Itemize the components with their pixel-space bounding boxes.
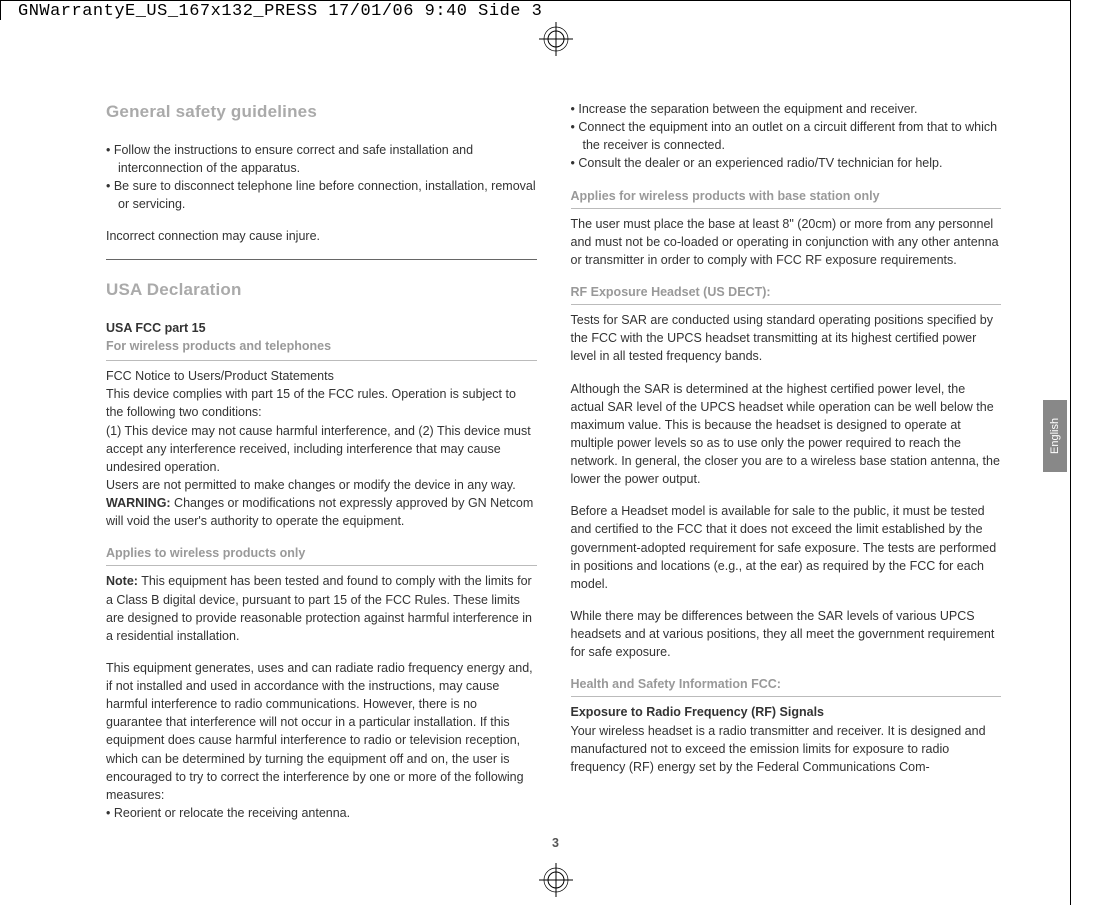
bullet-item: • Be sure to disconnect telephone line b… <box>106 177 537 213</box>
section-divider <box>106 259 537 260</box>
paragraph: Before a Headset model is available for … <box>571 502 1002 593</box>
bullet-item: • Increase the separation between the eq… <box>571 100 1002 118</box>
bullet-item: • Follow the instructions to ensure corr… <box>106 141 537 177</box>
warning-text: Changes or modifications not expressly a… <box>106 496 533 528</box>
left-column: General safety guidelines • Follow the i… <box>106 100 537 822</box>
registration-mark-bottom <box>539 863 573 897</box>
note-label: Note: <box>106 574 138 588</box>
subheading-rf-exposure: RF Exposure Headset (US DECT): <box>571 283 1002 305</box>
warning-label: WARNING: <box>106 496 171 510</box>
paragraph: Tests for SAR are conducted using standa… <box>571 311 1002 365</box>
bullet-item: • Consult the dealer or an experienced r… <box>571 154 1002 172</box>
right-column: • Increase the separation between the eq… <box>571 100 1002 822</box>
page-border-right <box>1070 0 1071 905</box>
language-tab: English <box>1043 400 1067 472</box>
paragraph: Exposure to Radio Frequency (RF) Signals… <box>571 703 1002 776</box>
sub-wireless-phones: For wireless products and telephones <box>106 337 537 355</box>
note-text: This equipment has been tested and found… <box>106 574 532 642</box>
heading-general-safety: General safety guidelines <box>106 100 537 125</box>
bullet-item: • Connect the equipment into an outlet o… <box>571 118 1002 154</box>
paragraph: Although the SAR is determined at the hi… <box>571 380 1002 489</box>
paragraph: Incorrect connection may cause injure. <box>106 227 537 245</box>
subheading-wireless-only: Applies to wireless products only <box>106 544 537 566</box>
paragraph: Note: This equipment has been tested and… <box>106 572 537 645</box>
press-header-slug: GNWarrantyE_US_167x132_PRESS 17/01/06 9:… <box>18 2 542 21</box>
page-number: 3 <box>552 836 559 850</box>
content-area: General safety guidelines • Follow the i… <box>106 100 1001 822</box>
paragraph: Users are not permitted to make changes … <box>106 476 537 494</box>
paragraph: This equipment generates, uses and can r… <box>106 659 537 804</box>
registration-mark-top <box>539 22 573 56</box>
paragraph: While there may be differences between t… <box>571 607 1002 661</box>
paragraph: WARNING: Changes or modifications not ex… <box>106 494 537 530</box>
sub-fcc-part15: USA FCC part 15 <box>106 319 537 337</box>
rf-exposure-body: Your wireless headset is a radio transmi… <box>571 724 986 774</box>
rf-exposure-title: Exposure to Radio Frequency (RF) Signals <box>571 703 1002 721</box>
paragraph: The user must place the base at least 8"… <box>571 215 1002 269</box>
subheading-health-safety: Health and Safety Information FCC: <box>571 675 1002 697</box>
paragraph: (1) This device may not cause harmful in… <box>106 422 537 476</box>
heading-usa-declaration: USA Declaration <box>106 278 537 303</box>
paragraph: FCC Notice to Users/Product Statements <box>106 367 537 385</box>
bullet-item: • Reorient or relocate the receiving ant… <box>106 804 537 822</box>
subheading-base-station: Applies for wireless products with base … <box>571 187 1002 209</box>
paragraph: This device complies with part 15 of the… <box>106 385 537 421</box>
